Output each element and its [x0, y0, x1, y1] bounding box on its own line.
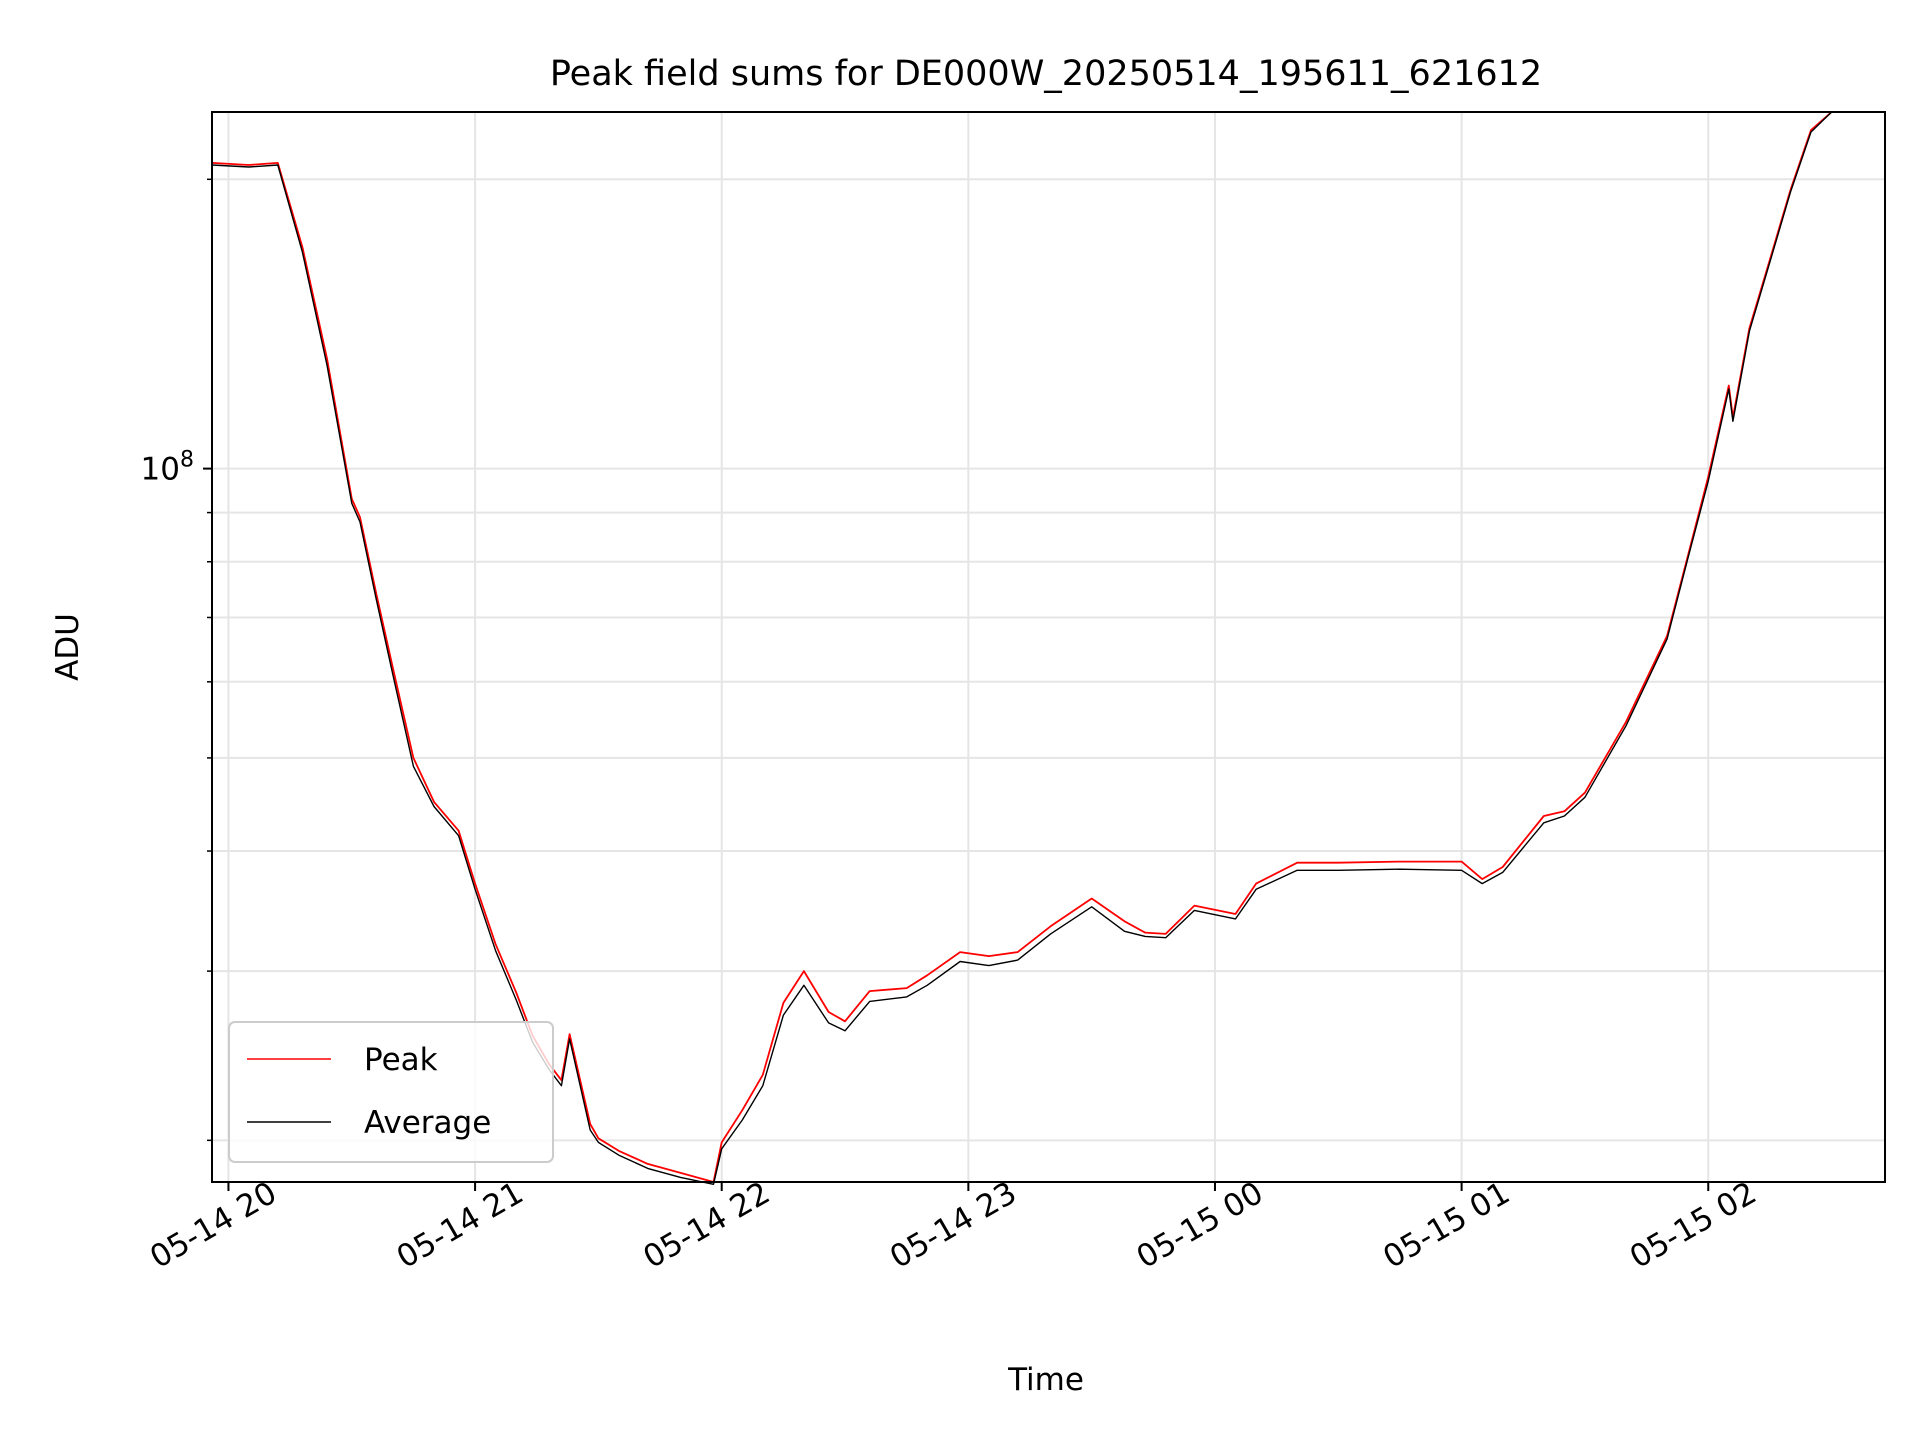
- series-layer: [211, 111, 1885, 1186]
- y-axis-label: ADU: [50, 613, 86, 681]
- legend-average-label: Average: [364, 1105, 491, 1141]
- series-line-average: [211, 111, 1885, 1186]
- legend-box: [228, 1021, 554, 1163]
- y-tick-label-base: 10: [141, 452, 180, 488]
- y-tick-label-exponent: 8: [180, 448, 194, 473]
- chart-title: Peak field sums for DE000W_20250514_1956…: [550, 54, 1542, 94]
- legend-peak-label: Peak: [364, 1042, 438, 1078]
- y-axis: 108: [141, 178, 212, 1142]
- series-line-peak: [211, 111, 1885, 1183]
- legend: Peak Average: [228, 1021, 554, 1163]
- x-axis-label: Time: [1007, 1362, 1084, 1398]
- plot-frame: [211, 111, 1886, 1183]
- y-tick-label: 108: [141, 448, 194, 488]
